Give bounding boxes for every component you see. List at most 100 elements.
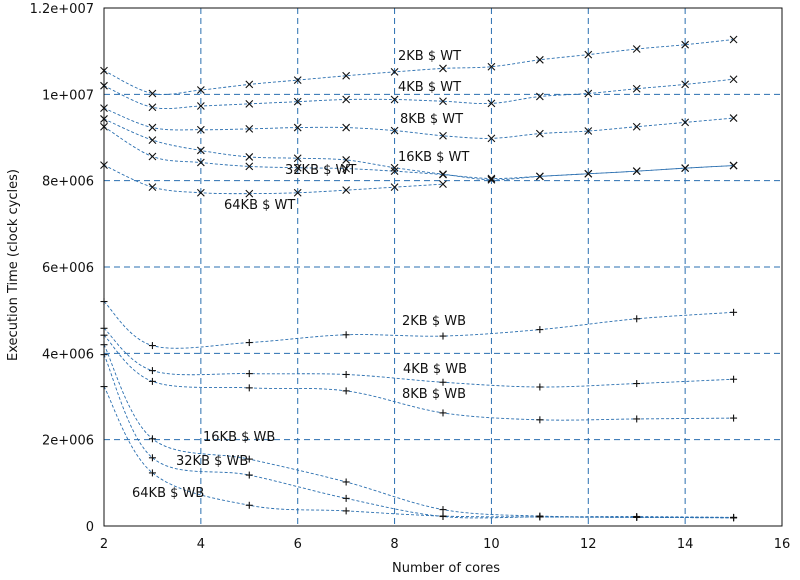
data-point — [535, 55, 544, 64]
data-point — [100, 331, 108, 339]
data-point — [390, 183, 399, 192]
series-label: 8KB $ WT — [400, 112, 463, 127]
data-point — [342, 156, 351, 164]
series-line — [103, 39, 734, 95]
data-point — [632, 45, 641, 53]
data-point — [342, 370, 350, 378]
data-point — [100, 104, 108, 113]
series-label: 4KB $ WB — [403, 362, 467, 377]
data-point — [342, 186, 351, 195]
data-point — [487, 62, 496, 71]
data-point — [730, 514, 738, 522]
data-point — [632, 122, 641, 131]
data-point — [196, 102, 205, 110]
data-point — [342, 123, 351, 132]
data-point — [245, 471, 253, 479]
data-point — [729, 75, 738, 84]
data-point — [632, 167, 641, 176]
x-axis-title: Number of cores — [392, 561, 500, 576]
x-tick-label: 14 — [677, 537, 694, 552]
data-point — [100, 161, 108, 170]
series-line — [103, 386, 734, 519]
data-point — [196, 146, 205, 155]
data-point — [100, 341, 108, 349]
data-point — [633, 513, 641, 521]
data-point — [342, 71, 351, 80]
y-tick-labels: 0 2e+006 4e+006 6e+006 8e+006 1e+007 1.2e+007 — [30, 2, 94, 535]
data-point — [536, 513, 544, 521]
x-tick-label: 8 — [390, 537, 398, 552]
data-point — [148, 136, 157, 144]
x-tick-label: 4 — [197, 537, 205, 552]
data-point — [100, 122, 108, 131]
data-point — [196, 158, 205, 167]
series-label: 64KB $ WB — [132, 486, 204, 501]
data-point — [439, 332, 447, 340]
data-point — [148, 103, 157, 112]
series-line — [103, 126, 734, 179]
y-tick-label: 0 — [86, 520, 94, 535]
data-point — [439, 506, 447, 514]
data-point — [632, 84, 641, 93]
data-point — [390, 67, 399, 76]
data-point — [293, 76, 302, 84]
data-point — [293, 188, 302, 197]
data-point — [293, 154, 302, 163]
series-line — [103, 354, 734, 519]
data-point — [245, 153, 254, 161]
x-tick-labels: 2 4 6 8 10 12 14 16 — [100, 537, 790, 552]
series-label: 2KB $ WB — [402, 314, 466, 329]
data-point — [100, 383, 108, 391]
data-point — [245, 189, 254, 198]
data-point — [681, 80, 690, 89]
y-tick-label: 4e+006 — [42, 347, 94, 362]
data-point — [487, 174, 496, 183]
data-point — [148, 469, 156, 477]
data-point — [342, 494, 350, 502]
data-point — [245, 162, 254, 171]
series-line — [103, 344, 734, 518]
data-point — [439, 64, 447, 73]
x-tick-label: 2 — [100, 537, 108, 552]
series-curves — [103, 39, 734, 519]
data-point — [245, 501, 253, 509]
data-point — [100, 324, 108, 332]
data-point — [535, 172, 544, 181]
data-point — [148, 152, 157, 161]
data-point — [148, 367, 156, 375]
data-point — [633, 415, 641, 423]
series-markers — [100, 35, 738, 522]
data-point — [148, 183, 157, 192]
x-tick-label: 6 — [294, 537, 302, 552]
data-point — [342, 507, 350, 515]
data-point — [245, 99, 254, 108]
data-point — [439, 409, 447, 417]
data-point — [148, 377, 156, 385]
data-point — [487, 175, 496, 184]
series-label: 32KB $ WT — [285, 163, 356, 178]
data-point — [729, 114, 738, 122]
data-point — [633, 315, 641, 323]
data-point — [681, 40, 690, 49]
data-point — [584, 89, 593, 98]
y-tick-label: 1e+007 — [42, 88, 94, 103]
x-tick-label: 12 — [580, 537, 597, 552]
data-point — [730, 375, 738, 383]
data-point — [535, 92, 544, 101]
data-point — [584, 169, 593, 178]
series-line — [103, 164, 444, 195]
data-point — [245, 455, 253, 463]
data-point — [196, 125, 205, 134]
data-point — [245, 339, 253, 347]
data-point — [390, 126, 399, 135]
x-tick-label: 16 — [774, 537, 791, 552]
data-point — [100, 115, 108, 123]
data-point — [730, 308, 738, 316]
data-point — [100, 66, 108, 75]
series-label: 8KB $ WB — [402, 387, 466, 402]
data-point — [196, 86, 205, 94]
data-point — [681, 164, 690, 173]
series-label: 64KB $ WT — [224, 198, 295, 213]
data-point — [293, 123, 302, 132]
data-point — [681, 118, 690, 127]
